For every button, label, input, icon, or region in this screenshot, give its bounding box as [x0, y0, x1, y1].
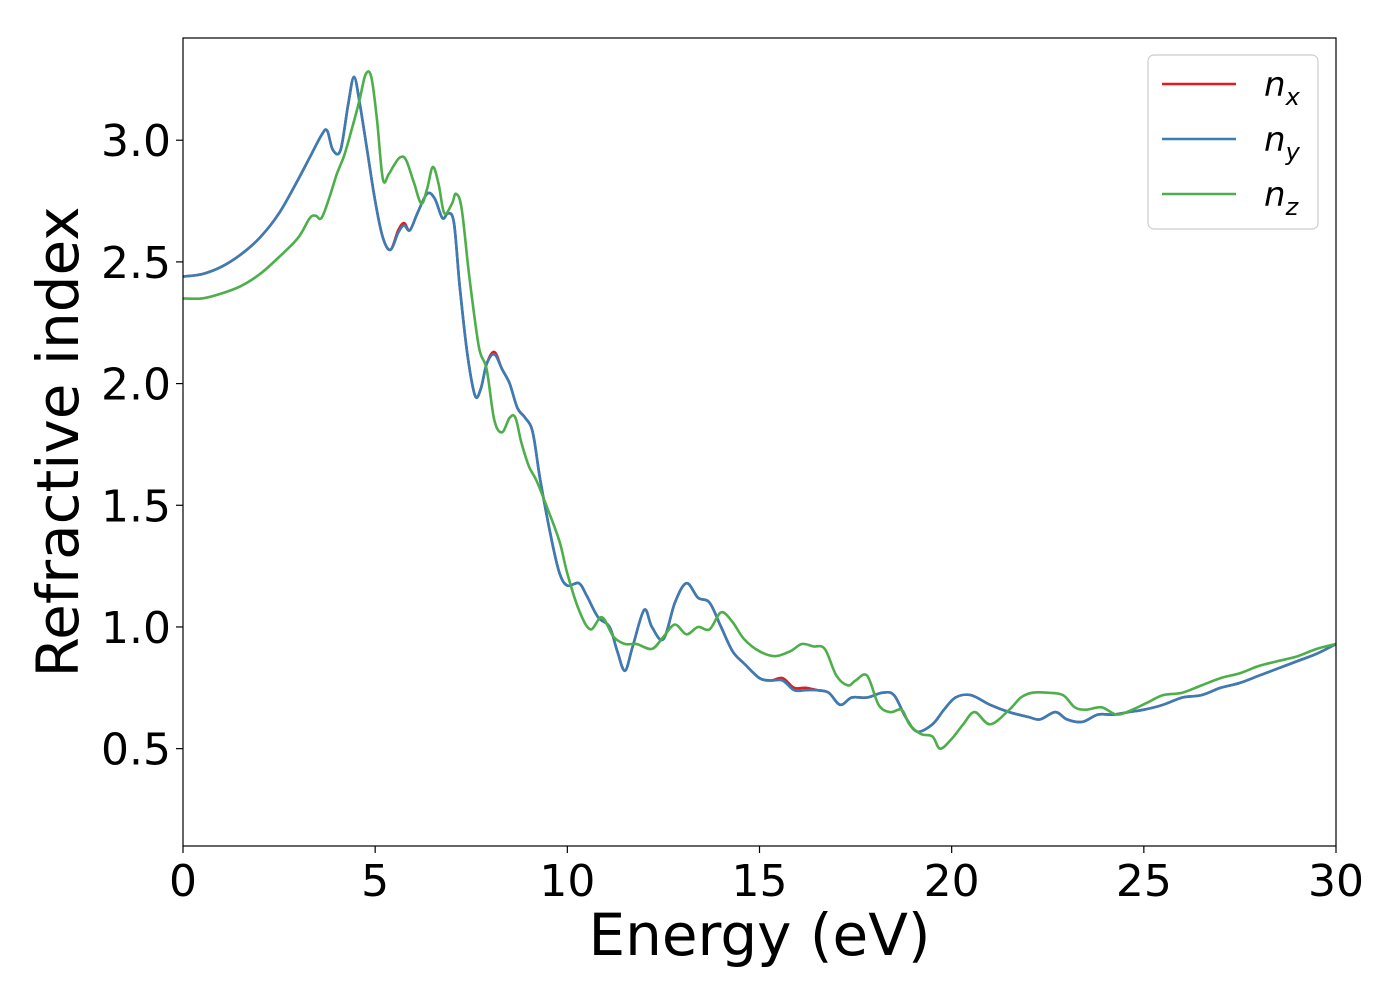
- x-tick-label: 25: [1116, 856, 1172, 907]
- legend-box: [1147, 54, 1319, 230]
- y-axis-ticks: 0.5 1.0 1.5 2.0 2.5 3.0: [101, 116, 183, 776]
- x-tick-label: 5: [361, 856, 389, 907]
- legend-label-nx: nx: [1264, 65, 1301, 111]
- y-axis-title: Refractive index: [24, 206, 92, 677]
- legend-label-nz: nz: [1264, 175, 1300, 221]
- y-tick-label: 0.5: [101, 725, 171, 776]
- x-tick-label: 20: [924, 856, 980, 907]
- x-tick-label: 30: [1308, 856, 1364, 907]
- x-tick-label: 0: [169, 856, 197, 907]
- series-line-nz: [183, 70, 1336, 750]
- series-line-ny: [183, 75, 1336, 734]
- y-tick-label: 2.0: [101, 360, 171, 411]
- y-tick-label: 1.5: [101, 481, 171, 532]
- y-tick-label: 1.0: [101, 603, 171, 654]
- y-tick-label: 2.5: [101, 238, 171, 289]
- x-tick-label: 15: [732, 856, 788, 907]
- legend: nx ny nz: [1147, 54, 1319, 230]
- x-axis-ticks: 0 5 10 15 20 25 30: [169, 846, 1364, 907]
- plot-lines: [183, 70, 1336, 750]
- legend-label-ny: ny: [1264, 120, 1301, 166]
- x-tick-label: 10: [539, 856, 595, 907]
- x-axis-title: Energy (eV): [588, 901, 930, 969]
- y-tick-label: 3.0: [101, 116, 171, 167]
